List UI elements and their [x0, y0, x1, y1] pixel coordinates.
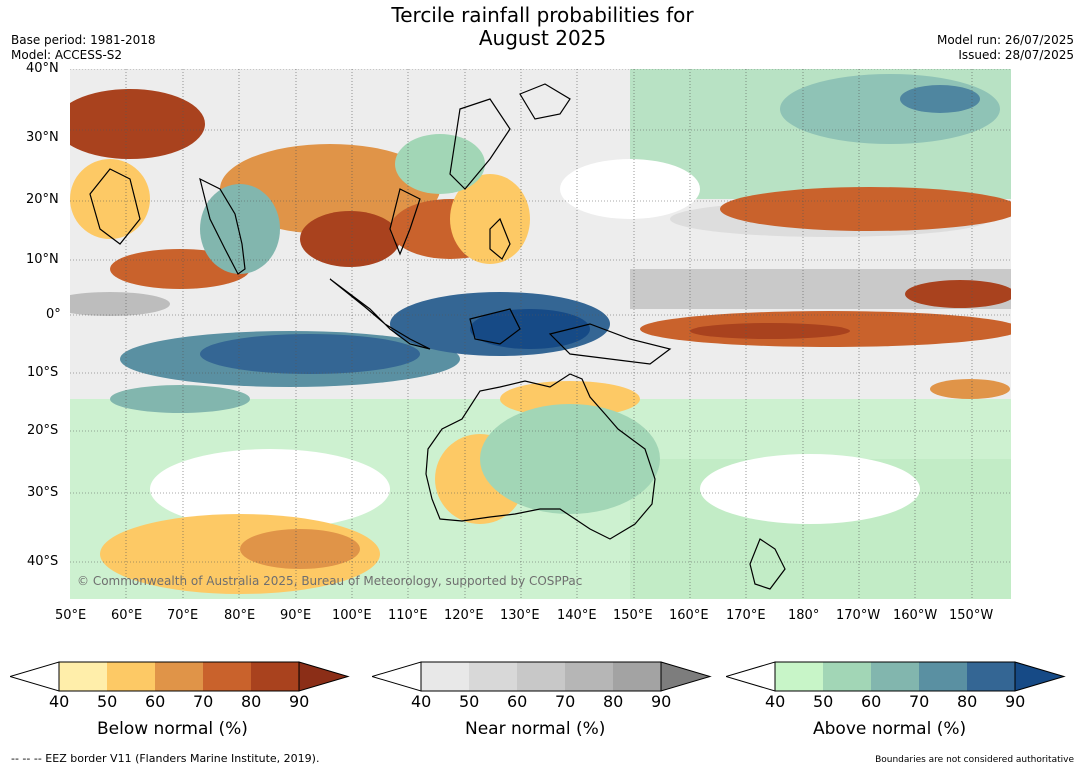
colorbar-tick: 80 — [603, 692, 623, 711]
colorbar-tick: 70 — [909, 692, 929, 711]
region-south-indian-mid-below — [240, 529, 360, 569]
colorbar-bin — [251, 662, 299, 691]
lon-label: 160°E — [669, 608, 709, 623]
lon-label: 100°E — [332, 608, 372, 623]
colorbar-tick: 40 — [49, 692, 69, 711]
colorbar-tick: 60 — [507, 692, 527, 711]
lat-label: 30°S — [27, 485, 58, 500]
colorbar-bin — [967, 662, 1015, 691]
colorbar-bin — [517, 662, 565, 691]
colorbar-above-normal — [726, 661, 1066, 692]
colorbar-tick: 70 — [555, 692, 575, 711]
region-bay-of-bengal-below — [300, 211, 400, 267]
title-line-2: August 2025 — [0, 27, 1085, 50]
boundary-disclaimer: Boundaries are not considered authoritat… — [875, 755, 1074, 765]
colorbar-tick: 50 — [459, 692, 479, 711]
region-south-indian-above — [110, 385, 250, 413]
lon-label: 170°W — [836, 608, 880, 623]
lat-label: 20°S — [27, 423, 58, 438]
lon-label: 140°E — [557, 608, 597, 623]
lat-label: 10°S — [27, 365, 58, 380]
region-far-east-below — [930, 379, 1010, 399]
map-title: Tercile rainfall probabilities for Augus… — [0, 4, 1085, 50]
colorbar-bin — [919, 662, 967, 691]
lon-label: 110°E — [388, 608, 428, 623]
region-equatorial-pacific-strong — [690, 323, 850, 339]
base-period: Base period: 1981-2018 — [11, 33, 156, 48]
colorbar-title-above: Above normal (%) — [813, 719, 966, 739]
colorbar-tick: 70 — [193, 692, 213, 711]
colorbar-tick: 40 — [765, 692, 785, 711]
issued-date: Issued: 28/07/2025 — [937, 48, 1074, 63]
meta-left: Base period: 1981-2018 Model: ACCESS-S2 — [11, 33, 156, 63]
lon-label: 90°E — [280, 608, 311, 623]
colorbar-bin — [155, 662, 203, 691]
region-np-below — [720, 187, 1011, 231]
lon-label: 60°E — [111, 608, 142, 623]
lon-label: 150°E — [613, 608, 653, 623]
colorbar-tick: 90 — [651, 692, 671, 711]
region-china-above — [395, 134, 485, 194]
region-australia-above — [480, 404, 660, 514]
lon-label: 50°E — [55, 608, 86, 623]
region-south-pacific-normal — [700, 454, 920, 524]
lon-label: 150°W — [949, 608, 993, 623]
colorbar-bin — [469, 662, 517, 691]
colorbar-tick: 80 — [957, 692, 977, 711]
colorbar-bin — [565, 662, 613, 691]
region-arabia-below — [70, 159, 150, 239]
colorbar-extend-high — [661, 662, 710, 691]
lon-label: 170°E — [726, 608, 766, 623]
colorbar-extend-high — [1015, 662, 1064, 691]
colorbar-extend-low — [726, 662, 775, 691]
colorbar-tick: 60 — [861, 692, 881, 711]
copyright-notice: © Commonwealth of Australia 2025, Bureau… — [77, 574, 582, 588]
map-svg — [70, 69, 1011, 599]
colorbar-bin — [775, 662, 823, 691]
colorbar-tick: 80 — [241, 692, 261, 711]
colorbar-bin — [203, 662, 251, 691]
colorbar-tick: 40 — [411, 692, 431, 711]
lat-label: 40°S — [27, 554, 58, 569]
colorbar-extend-high — [299, 662, 348, 691]
title-line-1: Tercile rainfall probabilities for — [0, 4, 1085, 27]
lon-label: 120°E — [444, 608, 484, 623]
colorbar-title-below: Below normal (%) — [97, 719, 248, 739]
colorbar-bin — [871, 662, 919, 691]
lat-label: 10°N — [26, 252, 59, 267]
colorbar-extend-low — [10, 662, 59, 691]
colorbar-bin — [107, 662, 155, 691]
model-run: Model run: 26/07/2025 — [937, 33, 1074, 48]
lon-label: 180° — [788, 608, 819, 623]
probability-map — [70, 69, 1011, 599]
lon-label: 130°E — [500, 608, 540, 623]
colorbar-bin — [613, 662, 661, 691]
lon-label: 80°E — [224, 608, 255, 623]
colorbar-below-normal — [10, 661, 350, 692]
colorbar-tick: 90 — [289, 692, 309, 711]
eez-border-note: -- -- -- EEZ border V11 (Flanders Marine… — [11, 752, 319, 765]
lon-label: 70°E — [167, 608, 198, 623]
colorbar-extend-low — [372, 662, 421, 691]
colorbar-tick: 50 — [97, 692, 117, 711]
region-np-above-high — [900, 85, 980, 113]
lon-label: 160°W — [893, 608, 937, 623]
region-indian-ocean-above-strong — [200, 334, 420, 374]
region-india-above — [200, 184, 280, 274]
colorbar-tick: 90 — [1005, 692, 1025, 711]
lat-label: 30°N — [26, 130, 59, 145]
colorbar-title-near: Near normal (%) — [465, 719, 605, 739]
lat-label: 20°N — [26, 192, 59, 207]
colorbar-bin — [59, 662, 107, 691]
colorbar-tick: 50 — [813, 692, 833, 711]
colorbar-bin — [421, 662, 469, 691]
colorbar-bin — [823, 662, 871, 691]
colorbar-tick: 60 — [145, 692, 165, 711]
region-philippine-sea-normal — [560, 159, 700, 219]
meta-right: Model run: 26/07/2025 Issued: 28/07/2025 — [937, 33, 1074, 63]
colorbar-near-normal — [372, 661, 712, 692]
lat-label: 40°N — [26, 61, 59, 76]
lat-label: 0° — [46, 307, 61, 322]
region-east-pacific-below — [905, 280, 1011, 308]
